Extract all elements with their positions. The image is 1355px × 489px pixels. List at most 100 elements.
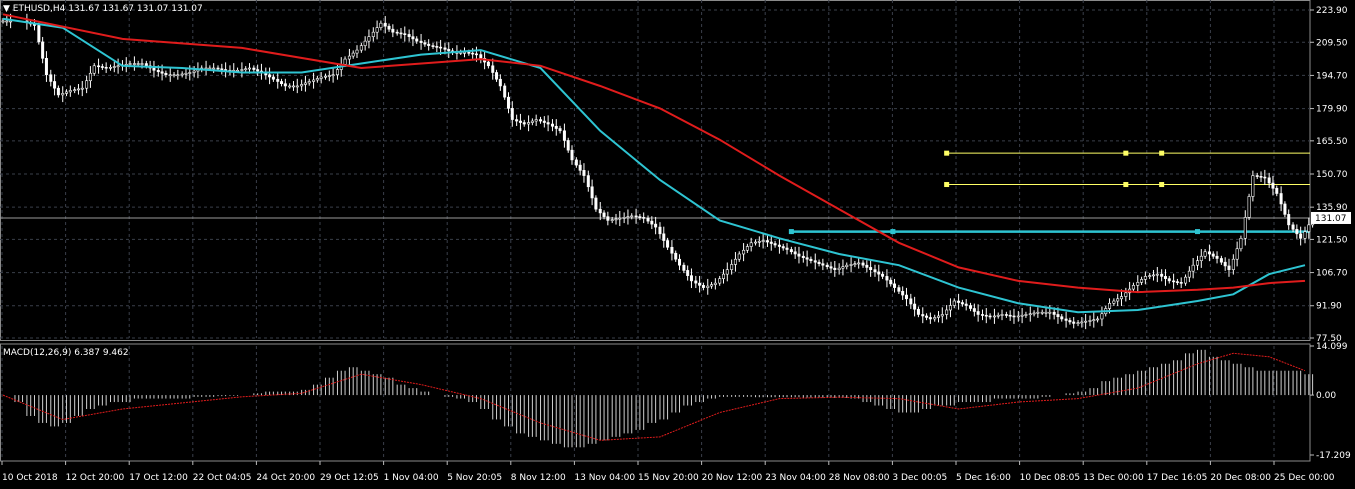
- time-tick-label: 17 Dec 16:05: [1147, 473, 1208, 483]
- candle-body: [825, 264, 829, 267]
- candle-body: [701, 285, 705, 288]
- candle-body: [1152, 274, 1156, 277]
- candle-body: [976, 311, 980, 315]
- candle-body: [801, 255, 805, 259]
- candle-body: [845, 264, 849, 267]
- candle-body: [247, 67, 251, 70]
- candle-body: [363, 40, 367, 46]
- time-tick-label: 3 Dec 00:05: [892, 473, 947, 483]
- candle-body: [327, 75, 331, 77]
- candle-body: [1119, 296, 1123, 300]
- candle-body: [933, 317, 937, 320]
- candle-body: [1148, 275, 1152, 277]
- candle-body: [495, 72, 499, 80]
- candle-body: [1140, 279, 1144, 283]
- candle-body: [411, 36, 415, 40]
- candle-body: [506, 96, 510, 109]
- candle-body: [1084, 320, 1088, 323]
- candle-body: [889, 279, 893, 285]
- candle-body: [37, 25, 41, 43]
- candle-body: [1239, 238, 1243, 250]
- candle-body: [1116, 298, 1120, 302]
- candle-body: [610, 219, 614, 221]
- candle-body: [638, 216, 642, 218]
- candle-body: [996, 314, 1000, 317]
- candle-body: [49, 74, 53, 82]
- candle-body: [658, 226, 662, 235]
- candle-body: [152, 67, 156, 71]
- candle-body: [144, 63, 148, 67]
- candle-body: [897, 287, 901, 292]
- candle-body: [1259, 176, 1263, 178]
- candle-body: [570, 149, 574, 161]
- time-axis: 10 Oct 2018 12 Oct 20:00 17 Oct 12:00 22 Oc…: [1, 461, 1335, 483]
- candle-body: [988, 315, 992, 318]
- candle-body: [901, 291, 905, 296]
- candle-body: [662, 233, 666, 241]
- candle-body: [1223, 261, 1227, 267]
- candle-body: [112, 66, 116, 68]
- candle-body: [773, 243, 777, 246]
- level-anchor-point: [1159, 182, 1165, 188]
- candle-body: [518, 120, 522, 123]
- candle-body: [1247, 196, 1251, 218]
- candle-body: [61, 93, 65, 96]
- ma-fast-line: [2, 17, 1306, 314]
- price-chart[interactable]: [0, 13, 1315, 330]
- candle-body: [1291, 224, 1295, 230]
- candle-body: [44, 58, 48, 76]
- current-price-box: [1311, 211, 1351, 224]
- candle-body: [921, 314, 925, 317]
- candle-body: [626, 216, 630, 218]
- candle-body: [486, 61, 490, 67]
- candle-body: [1295, 229, 1299, 235]
- candle-body: [928, 317, 932, 320]
- candle-body: [1020, 314, 1024, 317]
- candle-body: [515, 119, 519, 122]
- candle-body: [168, 74, 172, 77]
- candle-body: [1199, 255, 1203, 262]
- time-tick-label: 12 Oct 20:00: [66, 473, 125, 483]
- price-tick-label: 150.70: [1316, 170, 1348, 180]
- candle-body: [1124, 292, 1128, 297]
- candle-body: [244, 68, 248, 71]
- candle-body: [431, 45, 435, 47]
- candle-body: [319, 76, 323, 79]
- candle-body: [88, 72, 92, 82]
- candle-body: [957, 300, 961, 303]
- candle-body: [940, 314, 944, 317]
- candle-body: [371, 31, 375, 37]
- candle-body: [391, 28, 395, 33]
- candle-body: [1068, 320, 1072, 323]
- candle-body: [379, 22, 383, 28]
- candle-body: [618, 217, 622, 220]
- candle-body: [869, 267, 873, 270]
- candle-body: [335, 69, 339, 76]
- candle-body: [1267, 177, 1271, 184]
- candle-body: [399, 32, 403, 35]
- candle-body: [9, 20, 13, 23]
- candle-body: [443, 47, 447, 50]
- level-anchor-point: [944, 182, 950, 188]
- time-tick-label: 25 Dec 00:00: [1274, 473, 1335, 483]
- candle-body: [271, 76, 275, 80]
- level-anchor-point: [788, 229, 794, 235]
- candle-body: [136, 63, 140, 65]
- candle-body: [276, 78, 280, 82]
- candle-body: [718, 278, 722, 284]
- macd-chart[interactable]: [2, 349, 1314, 448]
- price-tick-label: 223.90: [1316, 6, 1348, 16]
- candle-body: [737, 253, 741, 260]
- candle-body: [1167, 278, 1171, 282]
- candle-body: [1000, 314, 1004, 316]
- candle-body: [427, 43, 431, 46]
- candle-body: [590, 186, 594, 199]
- candle-body: [833, 267, 837, 270]
- candle-body: [777, 244, 781, 247]
- candle-body: [578, 164, 582, 171]
- candle-body: [295, 85, 299, 88]
- macd-tick-label: 0.00: [1316, 391, 1336, 401]
- candle-body: [745, 246, 749, 251]
- candle-body: [674, 252, 678, 260]
